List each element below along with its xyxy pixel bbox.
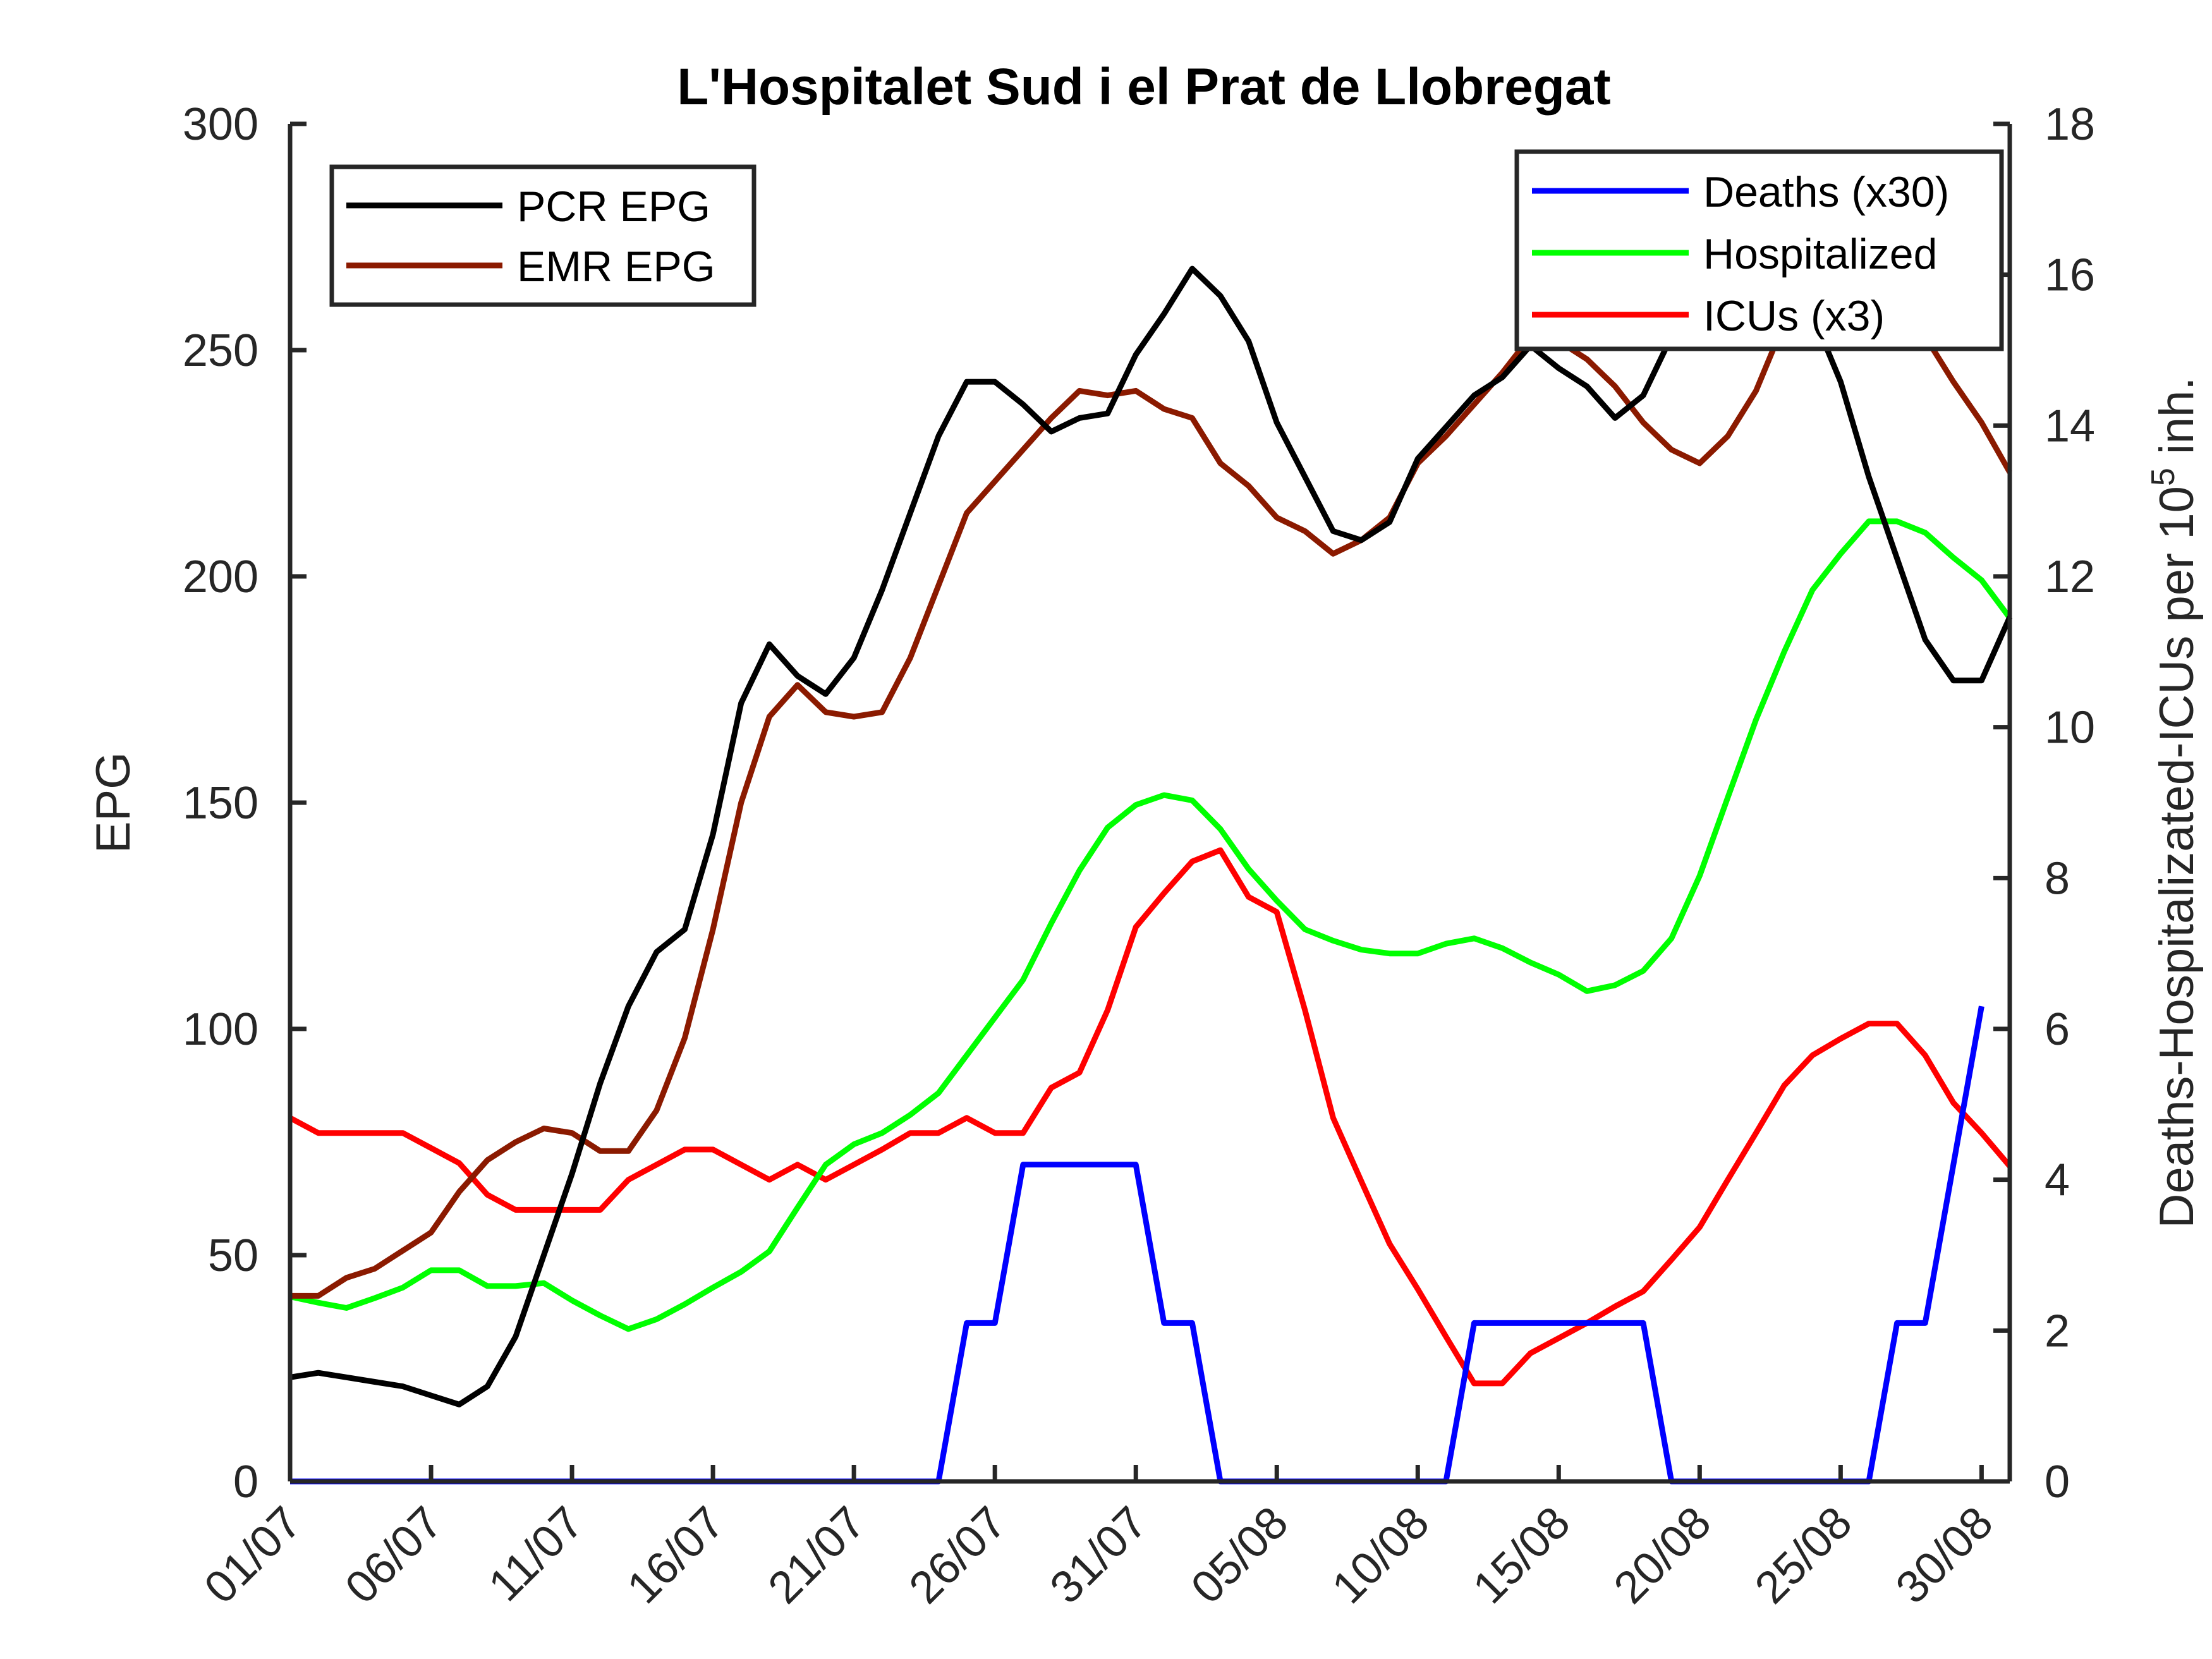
legend-left: PCR EPG EMR EPG <box>329 164 757 307</box>
series-line-hospitalized <box>289 518 2012 1332</box>
legend-deaths-label: Deaths (x30) <box>1703 168 1949 216</box>
right-y-tick-label: 8 <box>2045 853 2070 904</box>
legend-icus-label: ICUs (x3) <box>1703 292 1885 340</box>
legend-emr-label: EMR EPG <box>517 243 715 291</box>
x-tick-label: 06/07 <box>336 1497 452 1613</box>
left-y-tick-label: 150 <box>183 778 258 829</box>
right-y-tick-label: 16 <box>2045 250 2095 301</box>
series-layer <box>288 257 2013 1485</box>
right-y-axis-label-sup: 5 <box>2145 468 2182 486</box>
left-y-tick-label: 250 <box>183 325 258 376</box>
right-y-tick-label: 12 <box>2045 552 2095 602</box>
x-tick-label: 26/07 <box>899 1497 1016 1613</box>
right-y-axis-label-main: Deaths-Hospitalizated-ICUs per 10 <box>2150 486 2204 1228</box>
legend-hospitalized-label: Hospitalized <box>1703 230 1937 278</box>
right-y-tick-label: 6 <box>2045 1004 2070 1055</box>
left-y-tick-label: 100 <box>183 1004 258 1055</box>
legend-right: Deaths (x30) Hospitalized ICUs (x3) <box>1514 149 2004 351</box>
series-line-emr-epg <box>290 257 2012 1299</box>
legend-left-box <box>329 164 757 307</box>
right-y-tick-label: 10 <box>2045 703 2095 753</box>
right-y-tick-label: 18 <box>2045 99 2095 150</box>
x-tick-label: 11/07 <box>479 1497 593 1611</box>
right-y-axis-label-tail: inh. <box>2150 377 2204 468</box>
right-y-tick-label: 4 <box>2045 1155 2070 1206</box>
x-tick-label: 15/08 <box>1464 1497 1580 1613</box>
x-tick-label: 10/08 <box>1323 1497 1439 1613</box>
x-tick-label: 20/08 <box>1605 1497 1721 1613</box>
x-tick-label: 05/08 <box>1182 1497 1298 1613</box>
left-y-tick-label: 200 <box>183 552 258 602</box>
left-y-tick-label: 300 <box>183 99 258 150</box>
series-line-icus-x3 <box>288 847 2012 1387</box>
right-y-tick-label: 0 <box>2045 1457 2070 1507</box>
chart-title: L'Hospitalet Sud i el Prat de Llobregat <box>677 58 1610 116</box>
left-y-tick-label: 50 <box>208 1231 258 1281</box>
x-tick-label: 31/07 <box>1041 1497 1157 1613</box>
x-tick-label: 01/07 <box>195 1497 311 1613</box>
right-y-axis-label: Deaths-Hospitalizated-ICUs per 105 inh. <box>2145 377 2204 1229</box>
left-y-axis-label: EPG <box>87 752 140 854</box>
x-tick-label: 21/07 <box>758 1497 875 1613</box>
series-line-deaths-x30 <box>290 1006 1984 1485</box>
x-tick-label: 25/08 <box>1746 1497 1862 1613</box>
left-y-tick-label: 0 <box>233 1457 258 1507</box>
x-tick-label: 30/08 <box>1887 1497 2003 1613</box>
right-y-tick-label: 2 <box>2045 1306 2070 1356</box>
x-tick-label: 16/07 <box>617 1497 734 1613</box>
legend-pcr-label: PCR EPG <box>517 183 710 231</box>
right-y-tick-label: 14 <box>2045 401 2095 451</box>
